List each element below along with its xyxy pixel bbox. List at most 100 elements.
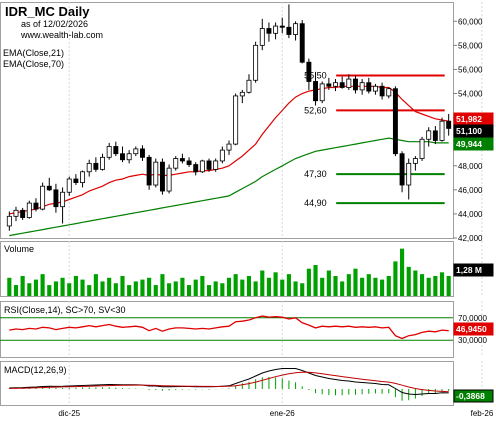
candle-body: [6, 215, 12, 227]
candle-body: [153, 161, 159, 186]
price-axis-label: 60,000: [458, 17, 483, 26]
macd-value-tag-bg: [453, 389, 494, 403]
volume-bar: [40, 274, 45, 296]
candle-body: [193, 164, 199, 173]
candle-body: [13, 209, 19, 217]
candle-body: [146, 156, 152, 186]
candle-body: [199, 160, 205, 173]
level-label: 44,90: [304, 198, 327, 208]
volume-bar: [273, 272, 278, 296]
volume-bar: [426, 277, 431, 296]
candle-body: [120, 153, 125, 161]
candle-body: [213, 160, 219, 170]
volume-bar: [140, 279, 145, 296]
candle-body: [286, 26, 292, 35]
volume-bar: [153, 285, 158, 296]
volume-bar: [213, 281, 218, 296]
price-axis-label: 58,000: [458, 41, 483, 50]
volume-bar: [360, 277, 365, 296]
candle-body: [313, 81, 319, 102]
volume-bar: [333, 275, 338, 296]
rsi-line-path: [9, 315, 449, 340]
candle-body: [359, 82, 365, 91]
volume-bar: [113, 283, 118, 296]
candle-body: [279, 25, 285, 28]
volume-bar: [20, 275, 25, 296]
candle-body: [60, 191, 66, 208]
volume-bar: [53, 281, 58, 296]
ema21-label: EMA(Close,21): [3, 48, 64, 58]
candle-body: [233, 95, 239, 145]
price-tag: 51,982: [456, 114, 482, 124]
volume-bar: [200, 275, 205, 296]
volume-bar: [133, 281, 138, 296]
candle-body: [166, 167, 172, 192]
rsi-value-tag: 46,9450: [456, 324, 487, 334]
volume-bar: [306, 268, 311, 296]
candle-body: [253, 44, 259, 81]
price-tag: 49,944: [456, 139, 482, 149]
candle-body: [226, 143, 232, 151]
candle-body: [372, 85, 378, 92]
volume-bar: [419, 274, 425, 296]
ema70-line: [9, 137, 449, 237]
price-axis-label: 46,000: [458, 186, 483, 195]
candle-body: [379, 85, 385, 97]
price-tag-bg: [453, 137, 494, 151]
level-label: 52,60: [304, 105, 327, 115]
volume-bar: [180, 277, 185, 296]
volume-bar: [160, 274, 165, 296]
volume-bar: [293, 281, 298, 296]
candle-body: [319, 83, 325, 102]
candle-body: [392, 88, 398, 155]
volume-bar: [220, 283, 225, 296]
candle-body: [86, 162, 92, 173]
volume-bar: [7, 277, 12, 296]
candle-body: [133, 148, 139, 155]
candle-body: [33, 202, 39, 210]
price-tags: 51,982 51,100 49,944 1,28 M 46,9450 -0,3868: [453, 112, 494, 403]
volume-bar: [233, 274, 238, 296]
volume-bar: [147, 277, 152, 296]
volume-bar: [433, 275, 438, 296]
rsi-title: RSI(Close,14), SC>70, SV<30: [4, 305, 126, 315]
candle-body: [100, 156, 105, 170]
candle-body: [93, 162, 99, 170]
price-axis-label: 42,000: [458, 234, 483, 243]
candle-body: [339, 82, 345, 88]
volume-bar: [73, 275, 78, 296]
candle-body: [273, 25, 279, 34]
candle-body: [139, 148, 145, 158]
volume-bar: [240, 279, 245, 296]
rsi-line: [0, 315, 453, 341]
volume-bar: [186, 285, 192, 296]
candle-body: [40, 185, 46, 210]
price-axis-label: 44,000: [458, 210, 483, 219]
price-axis-label: 56,000: [458, 65, 483, 74]
candle-body: [239, 91, 245, 97]
volume-bar: [386, 275, 391, 296]
candle-body: [179, 158, 185, 162]
macd-signal-line: [9, 371, 449, 393]
volume-bar: [400, 248, 405, 296]
volume-bar: [353, 268, 358, 296]
x-axis-label: ene-26: [270, 409, 295, 418]
price-axis-label: 48,000: [458, 162, 483, 171]
volume-bar: [280, 279, 285, 296]
macd-value-tag: -0,3868: [456, 391, 485, 401]
candle-body: [353, 78, 358, 91]
volume-bar: [47, 285, 52, 296]
candle-body: [299, 23, 305, 63]
volume-bar: [439, 272, 445, 296]
macd-title: MACD(12,26,9): [4, 365, 67, 375]
volume-bar: [206, 285, 212, 296]
candles: [6, 4, 452, 231]
volume-bar: [406, 266, 411, 296]
volume-bars: [7, 248, 451, 296]
volume-bar: [326, 270, 331, 296]
volume-bar: [60, 277, 65, 296]
volume-bar: [320, 277, 325, 296]
volume-bar: [167, 283, 172, 296]
